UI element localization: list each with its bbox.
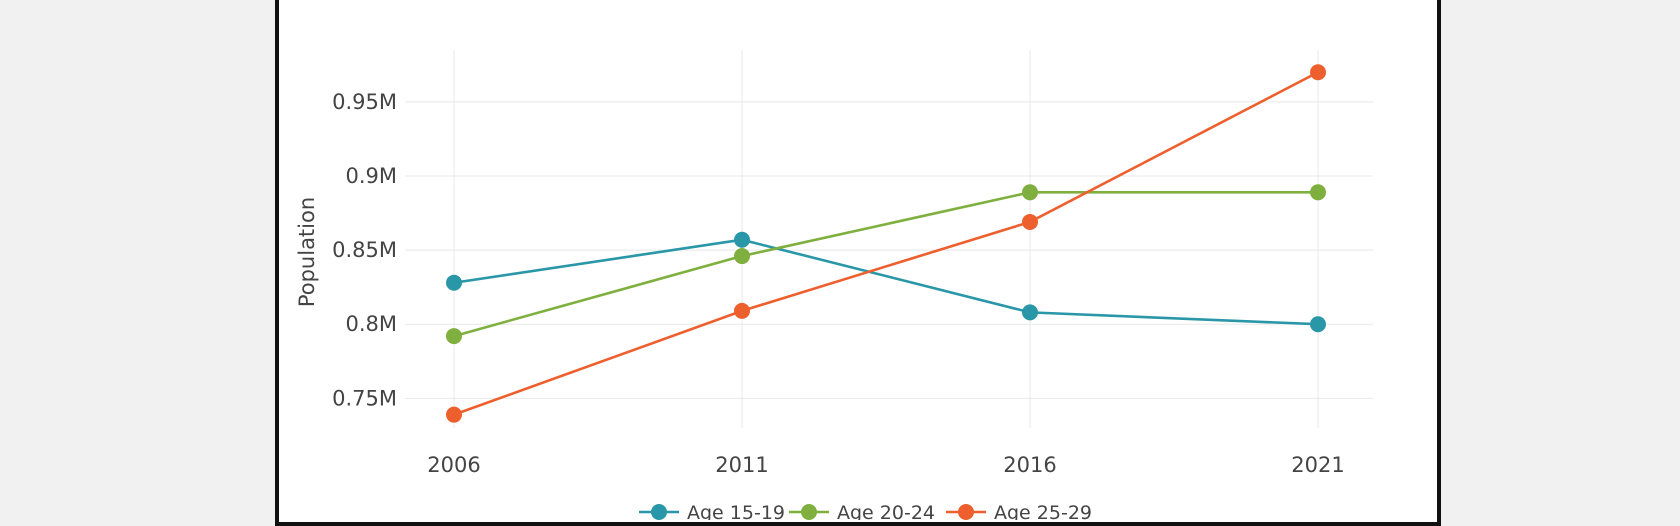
legend-label: Age 15-19 (687, 502, 785, 520)
x-tick-label: 2016 (1003, 453, 1056, 477)
data-point (1022, 213, 1038, 230)
x-axis: 2006 2011 2016 2021 (427, 453, 1344, 477)
y-tick-label: 0.85M (332, 238, 397, 262)
y-axis-label: Population (295, 197, 319, 307)
series-line (453, 191, 1318, 338)
grid (405, 50, 1373, 428)
y-tick-label: 0.8M (345, 312, 397, 336)
y-tick-label: 0.9M (345, 164, 397, 188)
data-point (734, 248, 750, 265)
legend: Age 15-19 Age 20-24 Age 25-29 (639, 502, 1092, 520)
legend-label: Age 20-24 (837, 502, 935, 520)
legend-marker (801, 504, 817, 520)
y-tick-label: 0.95M (332, 90, 397, 114)
data-point (1022, 304, 1038, 321)
data-point (446, 406, 462, 423)
data-point (1310, 184, 1326, 201)
legend-label: Age 25-29 (994, 502, 1092, 520)
series-line (453, 71, 1319, 416)
data-point (734, 231, 750, 248)
data-point (1310, 316, 1326, 333)
data-point (1310, 64, 1326, 81)
x-tick-label: 2021 (1291, 453, 1344, 477)
x-tick-label: 2011 (715, 453, 768, 477)
legend-marker (958, 504, 974, 520)
chart-card: 0.75M 0.8M 0.85M 0.9M 0.95M 2006 2011 2016 2021… (275, 0, 1441, 526)
y-tick-label: 0.75M (332, 386, 397, 410)
data-point (734, 302, 750, 319)
series-line (453, 238, 1319, 326)
series-lines (453, 71, 1319, 416)
line-chart: 0.75M 0.8M 0.85M 0.9M 0.95M 2006 2011 2016 2021… (295, 50, 1373, 520)
y-axis: 0.75M 0.8M 0.85M 0.9M 0.95M (332, 90, 397, 410)
data-point (446, 328, 462, 345)
legend-marker (651, 504, 667, 520)
x-tick-label: 2006 (427, 453, 480, 477)
data-point (446, 274, 462, 291)
series-points (446, 64, 1326, 423)
data-point (1022, 184, 1038, 201)
